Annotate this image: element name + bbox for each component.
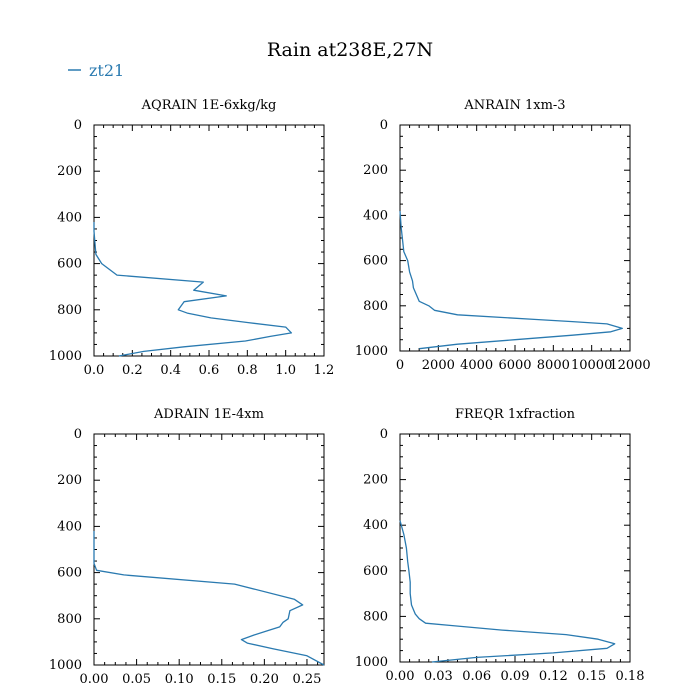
- y-tick-label: 800: [363, 299, 388, 314]
- y-tick-label: 400: [363, 208, 388, 223]
- y-tick-label: 200: [363, 473, 388, 488]
- x-tick-label: 0.12: [539, 669, 568, 684]
- x-tick-label: 0.03: [424, 669, 453, 684]
- panel-1: AQRAIN 1E-6xkg/kg 0 200 400 600 800 10000.0 0.2…: [49, 98, 334, 378]
- y-tick-label: 0: [74, 118, 82, 133]
- panel-4: FREQR 1xfraction 0 200 400 600 800 10000.00 0.0…: [355, 407, 645, 684]
- y-tick-label: 800: [57, 612, 82, 627]
- panel-title: AQRAIN 1E-6xkg/kg: [141, 98, 277, 113]
- y-tick-label: 400: [57, 519, 82, 534]
- x-tick-label: 4000: [460, 358, 493, 373]
- y-tick-label: 200: [57, 164, 82, 179]
- x-tick-label: 0.09: [501, 669, 530, 684]
- y-tick-label: 1000: [49, 349, 82, 364]
- y-tick-label: 800: [57, 303, 82, 318]
- plot-frame: [399, 124, 631, 352]
- panel-title: ANRAIN 1xm-3: [463, 98, 565, 113]
- y-tick-label: 200: [363, 163, 388, 178]
- figure-title: Rain at238E,27N: [267, 39, 433, 61]
- y-tick-label: 600: [363, 254, 388, 269]
- x-tick-label: 0.00: [80, 672, 109, 687]
- y-tick-label: 1000: [355, 655, 388, 670]
- x-tick-label: 1.0: [275, 363, 296, 378]
- x-tick-label: 1.2: [314, 363, 335, 378]
- plot-frame: [93, 124, 325, 357]
- x-tick-label: 0.8: [237, 363, 258, 378]
- panel-title: ADRAIN 1E-4xm: [153, 407, 264, 422]
- x-tick-label: 0.00: [386, 669, 415, 684]
- series-line-zt21: [93, 531, 325, 666]
- legend: zt21: [68, 61, 124, 80]
- legend-label: zt21: [89, 61, 124, 80]
- x-tick-label: 0.06: [462, 669, 491, 684]
- x-tick-label: 0.2: [122, 363, 143, 378]
- y-tick-label: 1000: [355, 344, 388, 359]
- x-tick-label: 0: [396, 358, 404, 373]
- x-tick-label: 0.6: [199, 363, 220, 378]
- y-tick-label: 600: [57, 566, 82, 581]
- series-line-zt21: [93, 222, 293, 357]
- plot-frame: [93, 433, 325, 666]
- x-tick-label: 12000: [609, 358, 650, 373]
- x-tick-label: 0.4: [160, 363, 181, 378]
- y-tick-label: 400: [57, 210, 82, 225]
- y-tick-label: 600: [57, 257, 82, 272]
- x-tick-label: 0.05: [122, 672, 151, 687]
- x-tick-label: 0.20: [250, 672, 279, 687]
- panel-3: ADRAIN 1E-4xm 0 200 400 600 800 10000.00 0.05 0.…: [49, 407, 325, 687]
- x-tick-label: 0.0: [84, 363, 105, 378]
- y-tick-label: 600: [363, 564, 388, 579]
- series-line-zt21: [399, 520, 616, 663]
- y-tick-label: 0: [380, 427, 388, 442]
- x-tick-label: 0.25: [292, 672, 321, 687]
- y-tick-label: 400: [363, 518, 388, 533]
- y-tick-label: 0: [380, 118, 388, 133]
- x-tick-label: 0.10: [165, 672, 194, 687]
- x-tick-label: 0.15: [577, 669, 606, 684]
- plot-frame: [399, 433, 631, 663]
- panel-title: FREQR 1xfraction: [455, 407, 576, 422]
- x-tick-label: 0.18: [616, 669, 645, 684]
- y-tick-label: 0: [74, 427, 82, 442]
- y-tick-label: 800: [363, 609, 388, 624]
- x-tick-label: 0.15: [207, 672, 236, 687]
- y-tick-label: 200: [57, 473, 82, 488]
- y-tick-label: 1000: [49, 658, 82, 673]
- x-tick-label: 2000: [422, 358, 455, 373]
- x-tick-label: 8000: [537, 358, 570, 373]
- series-line-zt21: [399, 210, 623, 350]
- x-tick-label: 10000: [571, 358, 612, 373]
- x-tick-label: 6000: [498, 358, 531, 373]
